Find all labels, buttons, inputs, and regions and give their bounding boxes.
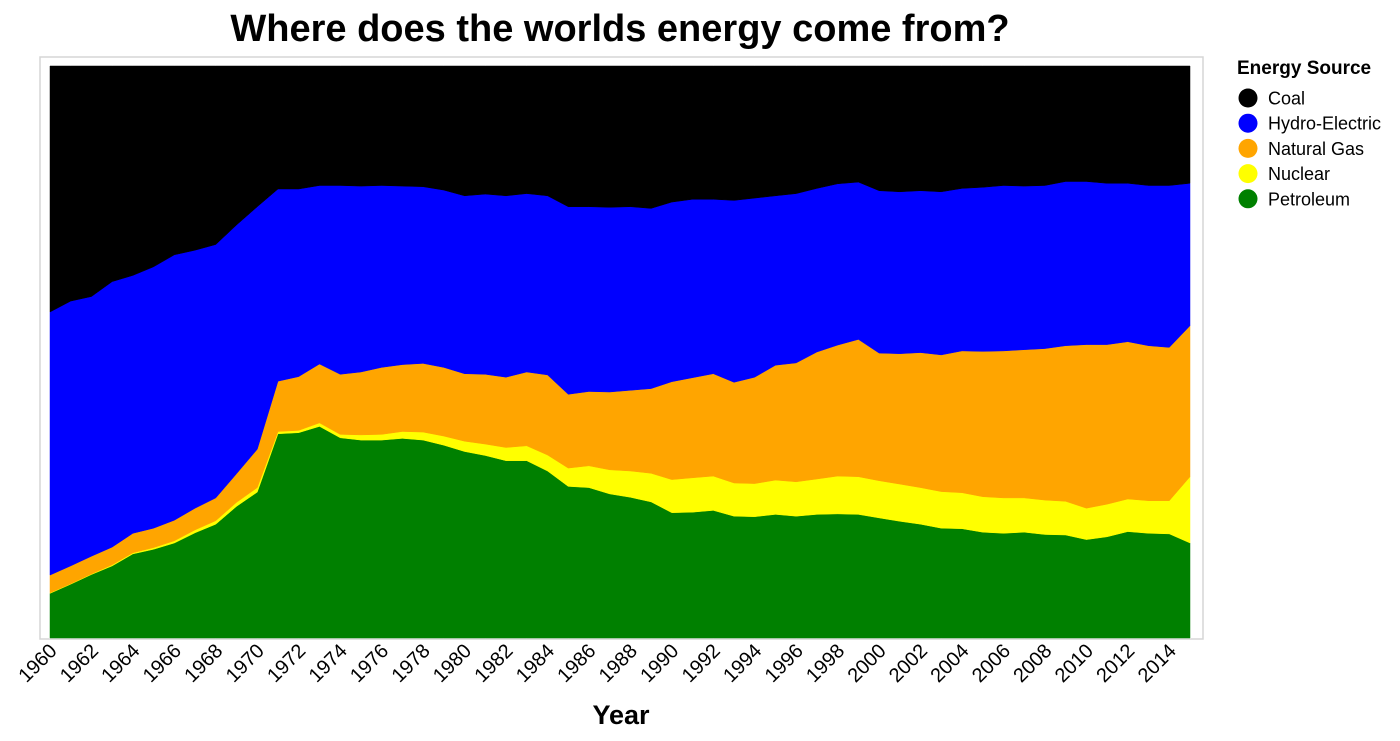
x-axis-title: Year	[592, 700, 650, 730]
x-tick-label: 1992	[678, 640, 725, 687]
x-tick-label: 1980	[429, 640, 476, 687]
area-coal	[49, 65, 1191, 313]
legend-swatch	[1238, 189, 1258, 209]
x-tick-label: 2006	[968, 640, 1015, 687]
x-tick-label: 2010	[1051, 640, 1098, 687]
x-tick-label: 2008	[1009, 640, 1056, 687]
legend-label: Natural Gas	[1268, 139, 1364, 159]
legend-label: Nuclear	[1268, 164, 1330, 184]
x-tick-label: 1976	[346, 640, 393, 687]
x-tick-label: 1970	[222, 640, 269, 687]
x-tick-label: 2000	[844, 640, 891, 687]
legend-swatch	[1238, 88, 1258, 108]
legend-title: Energy Source	[1237, 58, 1371, 79]
x-tick-label: 2014	[1134, 640, 1181, 687]
x-tick-label: 1990	[636, 640, 683, 687]
legend-label: Petroleum	[1268, 189, 1350, 209]
x-tick-label: 1996	[761, 640, 808, 687]
legend[interactable]: Energy Source Coal Hydro-Electric Natural …	[1237, 58, 1381, 209]
x-tick-label: 1962	[56, 640, 103, 687]
x-tick-label: 1998	[802, 640, 849, 687]
x-tick-label: 1988	[595, 640, 642, 687]
x-tick-label: 1984	[512, 640, 559, 687]
x-tick-label: 2004	[927, 640, 974, 687]
x-tick-label: 1986	[553, 640, 600, 687]
area-layers	[49, 65, 1191, 639]
x-tick-label: 2012	[1092, 640, 1139, 687]
x-tick-label: 1978	[388, 640, 435, 687]
x-tick-label: 1972	[263, 640, 310, 687]
legend-swatch	[1238, 138, 1258, 158]
legend-label: Coal	[1268, 89, 1305, 109]
x-tick-label: 1966	[139, 640, 186, 687]
chart-title: Where does the worlds energy come from?	[230, 8, 1009, 50]
x-tick-label: 1974	[305, 640, 352, 687]
x-tick-label: 1960	[15, 640, 62, 687]
x-tick-label: 1994	[719, 640, 766, 687]
legend-swatch	[1238, 164, 1258, 184]
legend-swatch	[1238, 113, 1258, 133]
x-tick-label: 1968	[180, 640, 227, 687]
x-tick-label: 1964	[97, 640, 144, 687]
x-tick-label: 1982	[471, 640, 518, 687]
legend-label: Hydro-Electric	[1268, 114, 1381, 134]
x-tick-label: 2002	[885, 640, 932, 687]
x-axis-ticks: 1960196219641966196819701972197419761978…	[15, 640, 1181, 687]
